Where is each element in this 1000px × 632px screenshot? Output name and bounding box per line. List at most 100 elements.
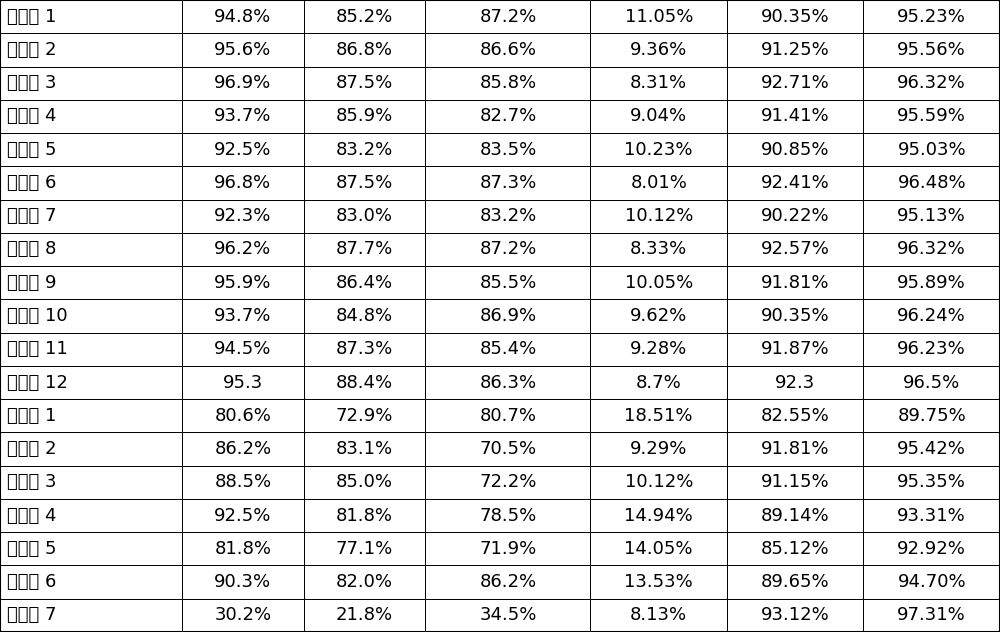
Bar [304, 332, 425, 366]
Text: 95.03%: 95.03% [897, 141, 966, 159]
Text: 86.4%: 86.4% [336, 274, 393, 292]
Text: 87.7%: 87.7% [336, 240, 393, 258]
Text: 34.5%: 34.5% [479, 606, 537, 624]
Text: 85.2%: 85.2% [336, 8, 393, 26]
Text: 8.01%: 8.01% [630, 174, 687, 192]
Bar [727, 566, 863, 599]
Bar [0, 233, 182, 266]
Bar [425, 33, 590, 66]
Bar [727, 166, 863, 200]
Text: 8.7%: 8.7% [636, 374, 682, 391]
Bar [590, 566, 727, 599]
Bar [863, 266, 1000, 300]
Bar [182, 33, 304, 66]
Text: 95.13%: 95.13% [897, 207, 966, 225]
Text: 72.9%: 72.9% [336, 407, 393, 425]
Text: 90.35%: 90.35% [761, 8, 830, 26]
Text: 71.9%: 71.9% [479, 540, 537, 558]
Bar [182, 532, 304, 566]
Text: 9.04%: 9.04% [630, 107, 687, 125]
Bar [182, 332, 304, 366]
Text: 95.59%: 95.59% [897, 107, 966, 125]
Bar [0, 499, 182, 532]
Bar [425, 532, 590, 566]
Text: 95.56%: 95.56% [897, 41, 966, 59]
Bar [727, 33, 863, 66]
Bar [182, 566, 304, 599]
Bar [863, 466, 1000, 499]
Text: 14.05%: 14.05% [624, 540, 693, 558]
Bar [863, 0, 1000, 33]
Text: 96.32%: 96.32% [897, 74, 966, 92]
Text: 对比例 5: 对比例 5 [7, 540, 56, 558]
Bar [0, 532, 182, 566]
Text: 18.51%: 18.51% [624, 407, 693, 425]
Text: 9.62%: 9.62% [630, 307, 687, 325]
Bar [863, 399, 1000, 432]
Bar [727, 266, 863, 300]
Text: 92.3%: 92.3% [214, 207, 272, 225]
Text: 95.9%: 95.9% [214, 274, 272, 292]
Text: 对比例 4: 对比例 4 [7, 507, 56, 525]
Text: 83.5%: 83.5% [479, 141, 537, 159]
Bar [590, 166, 727, 200]
Bar [590, 0, 727, 33]
Bar [0, 200, 182, 233]
Text: 8.31%: 8.31% [630, 74, 687, 92]
Text: 92.71%: 92.71% [761, 74, 830, 92]
Text: 87.2%: 87.2% [479, 240, 537, 258]
Text: 对比例 3: 对比例 3 [7, 473, 56, 491]
Bar [304, 66, 425, 100]
Text: 实施例 2: 实施例 2 [7, 41, 56, 59]
Text: 92.5%: 92.5% [214, 141, 272, 159]
Text: 87.5%: 87.5% [336, 174, 393, 192]
Text: 90.85%: 90.85% [761, 141, 829, 159]
Bar [727, 66, 863, 100]
Text: 10.23%: 10.23% [624, 141, 693, 159]
Bar [863, 499, 1000, 532]
Bar [863, 66, 1000, 100]
Text: 实施例 5: 实施例 5 [7, 141, 56, 159]
Bar [304, 366, 425, 399]
Bar [425, 100, 590, 133]
Text: 90.3%: 90.3% [214, 573, 271, 591]
Text: 85.8%: 85.8% [479, 74, 537, 92]
Bar [182, 0, 304, 33]
Bar [727, 0, 863, 33]
Text: 91.25%: 91.25% [761, 41, 830, 59]
Bar [304, 432, 425, 466]
Bar [182, 466, 304, 499]
Text: 10.12%: 10.12% [625, 207, 693, 225]
Bar [182, 166, 304, 200]
Text: 70.5%: 70.5% [479, 440, 537, 458]
Text: 82.0%: 82.0% [336, 573, 393, 591]
Bar [182, 366, 304, 399]
Text: 96.2%: 96.2% [214, 240, 272, 258]
Bar [182, 200, 304, 233]
Bar [727, 133, 863, 166]
Bar [727, 532, 863, 566]
Text: 91.41%: 91.41% [761, 107, 830, 125]
Bar [863, 332, 1000, 366]
Bar [304, 200, 425, 233]
Bar [590, 100, 727, 133]
Bar [304, 300, 425, 332]
Bar [425, 133, 590, 166]
Text: 84.8%: 84.8% [336, 307, 393, 325]
Bar [304, 566, 425, 599]
Bar [0, 33, 182, 66]
Bar [590, 432, 727, 466]
Text: 86.6%: 86.6% [479, 41, 536, 59]
Text: 93.7%: 93.7% [214, 307, 272, 325]
Bar [727, 200, 863, 233]
Bar [863, 100, 1000, 133]
Text: 91.15%: 91.15% [761, 473, 830, 491]
Text: 86.2%: 86.2% [214, 440, 271, 458]
Text: 实施例 10: 实施例 10 [7, 307, 68, 325]
Bar [590, 532, 727, 566]
Bar [590, 33, 727, 66]
Text: 86.2%: 86.2% [479, 573, 537, 591]
Bar [182, 100, 304, 133]
Text: 对比例 6: 对比例 6 [7, 573, 56, 591]
Text: 92.5%: 92.5% [214, 507, 272, 525]
